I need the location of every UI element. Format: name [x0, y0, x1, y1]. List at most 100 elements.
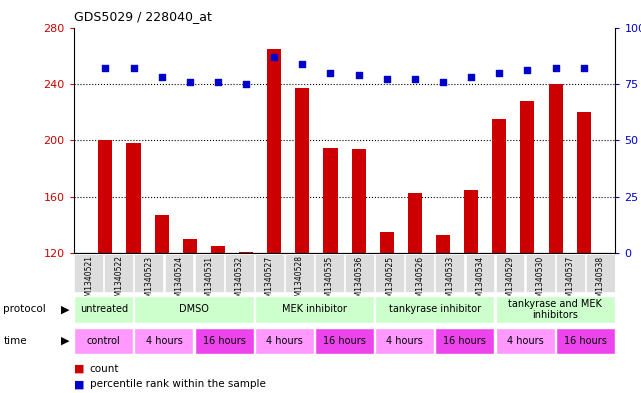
FancyBboxPatch shape — [375, 296, 494, 323]
FancyBboxPatch shape — [195, 254, 224, 292]
Text: GSM1340526: GSM1340526 — [415, 255, 424, 307]
Text: 4 hours: 4 hours — [266, 336, 303, 346]
Point — [241, 81, 251, 87]
Bar — [577, 112, 591, 253]
Point — [100, 65, 110, 72]
Text: ■: ■ — [74, 364, 84, 373]
Point — [522, 67, 533, 73]
Text: protocol: protocol — [3, 304, 46, 314]
Bar — [296, 88, 310, 253]
Point — [297, 61, 308, 67]
Text: GSM1340527: GSM1340527 — [265, 255, 274, 307]
Point — [326, 70, 336, 76]
FancyBboxPatch shape — [435, 254, 464, 292]
Text: GSM1340535: GSM1340535 — [325, 255, 334, 307]
Bar — [324, 147, 338, 253]
Point — [410, 76, 420, 83]
Bar — [239, 252, 253, 253]
Point — [128, 65, 138, 72]
Text: GSM1340528: GSM1340528 — [295, 255, 304, 307]
Bar — [211, 246, 225, 253]
Text: ▶: ▶ — [61, 336, 69, 346]
FancyBboxPatch shape — [135, 296, 254, 323]
Text: GSM1340538: GSM1340538 — [596, 255, 605, 307]
FancyBboxPatch shape — [74, 296, 133, 323]
Point — [579, 65, 589, 72]
FancyBboxPatch shape — [195, 328, 254, 354]
Text: ▶: ▶ — [61, 304, 69, 314]
Text: GSM1340534: GSM1340534 — [476, 255, 485, 307]
FancyBboxPatch shape — [104, 254, 133, 292]
FancyBboxPatch shape — [315, 254, 344, 292]
Point — [185, 79, 195, 85]
Text: GSM1340524: GSM1340524 — [174, 255, 183, 307]
Text: 4 hours: 4 hours — [387, 336, 423, 346]
FancyBboxPatch shape — [255, 254, 284, 292]
Bar — [126, 143, 140, 253]
Point — [494, 70, 504, 76]
Bar — [154, 215, 169, 253]
Point — [213, 79, 223, 85]
Text: untreated: untreated — [79, 305, 128, 314]
FancyBboxPatch shape — [225, 254, 254, 292]
FancyBboxPatch shape — [495, 328, 554, 354]
FancyBboxPatch shape — [465, 254, 494, 292]
FancyBboxPatch shape — [435, 328, 494, 354]
FancyBboxPatch shape — [135, 328, 194, 354]
FancyBboxPatch shape — [315, 328, 374, 354]
Text: tankyrase and MEK
inhibitors: tankyrase and MEK inhibitors — [508, 299, 602, 320]
Point — [269, 54, 279, 60]
Text: GSM1340533: GSM1340533 — [445, 255, 454, 307]
FancyBboxPatch shape — [345, 254, 374, 292]
Text: GSM1340521: GSM1340521 — [84, 255, 93, 307]
Text: GDS5029 / 228040_at: GDS5029 / 228040_at — [74, 10, 212, 23]
FancyBboxPatch shape — [285, 254, 314, 292]
Text: 16 hours: 16 hours — [323, 336, 366, 346]
Bar — [492, 119, 506, 253]
Bar — [520, 101, 535, 253]
Text: GSM1340537: GSM1340537 — [566, 255, 575, 307]
FancyBboxPatch shape — [556, 328, 615, 354]
Text: GSM1340529: GSM1340529 — [506, 255, 515, 307]
Text: MEK inhibitor: MEK inhibitor — [282, 305, 347, 314]
Text: DMSO: DMSO — [179, 305, 209, 314]
Point — [551, 65, 561, 72]
Point — [466, 74, 476, 81]
FancyBboxPatch shape — [375, 328, 434, 354]
FancyBboxPatch shape — [586, 254, 615, 292]
Bar — [408, 193, 422, 253]
Text: GSM1340522: GSM1340522 — [114, 255, 123, 307]
Text: time: time — [3, 336, 27, 346]
Point — [438, 79, 448, 85]
Text: 4 hours: 4 hours — [507, 336, 544, 346]
Text: 16 hours: 16 hours — [203, 336, 246, 346]
Bar — [98, 141, 112, 253]
FancyBboxPatch shape — [556, 254, 585, 292]
Text: 16 hours: 16 hours — [444, 336, 487, 346]
FancyBboxPatch shape — [255, 328, 314, 354]
Point — [353, 72, 363, 78]
FancyBboxPatch shape — [526, 254, 554, 292]
Point — [156, 74, 167, 81]
Text: GSM1340536: GSM1340536 — [355, 255, 364, 307]
Text: GSM1340530: GSM1340530 — [536, 255, 545, 307]
Bar — [267, 49, 281, 253]
Bar — [351, 149, 365, 253]
Bar — [549, 84, 563, 253]
FancyBboxPatch shape — [135, 254, 163, 292]
Point — [381, 76, 392, 83]
Text: control: control — [87, 336, 121, 346]
Text: GSM1340532: GSM1340532 — [235, 255, 244, 307]
Text: count: count — [90, 364, 119, 373]
FancyBboxPatch shape — [495, 296, 615, 323]
Bar — [183, 239, 197, 253]
FancyBboxPatch shape — [74, 328, 133, 354]
Bar — [464, 190, 478, 253]
Bar — [436, 235, 450, 253]
FancyBboxPatch shape — [74, 254, 103, 292]
FancyBboxPatch shape — [165, 254, 194, 292]
FancyBboxPatch shape — [495, 254, 524, 292]
FancyBboxPatch shape — [375, 254, 404, 292]
Text: ■: ■ — [74, 379, 84, 389]
Bar — [379, 232, 394, 253]
